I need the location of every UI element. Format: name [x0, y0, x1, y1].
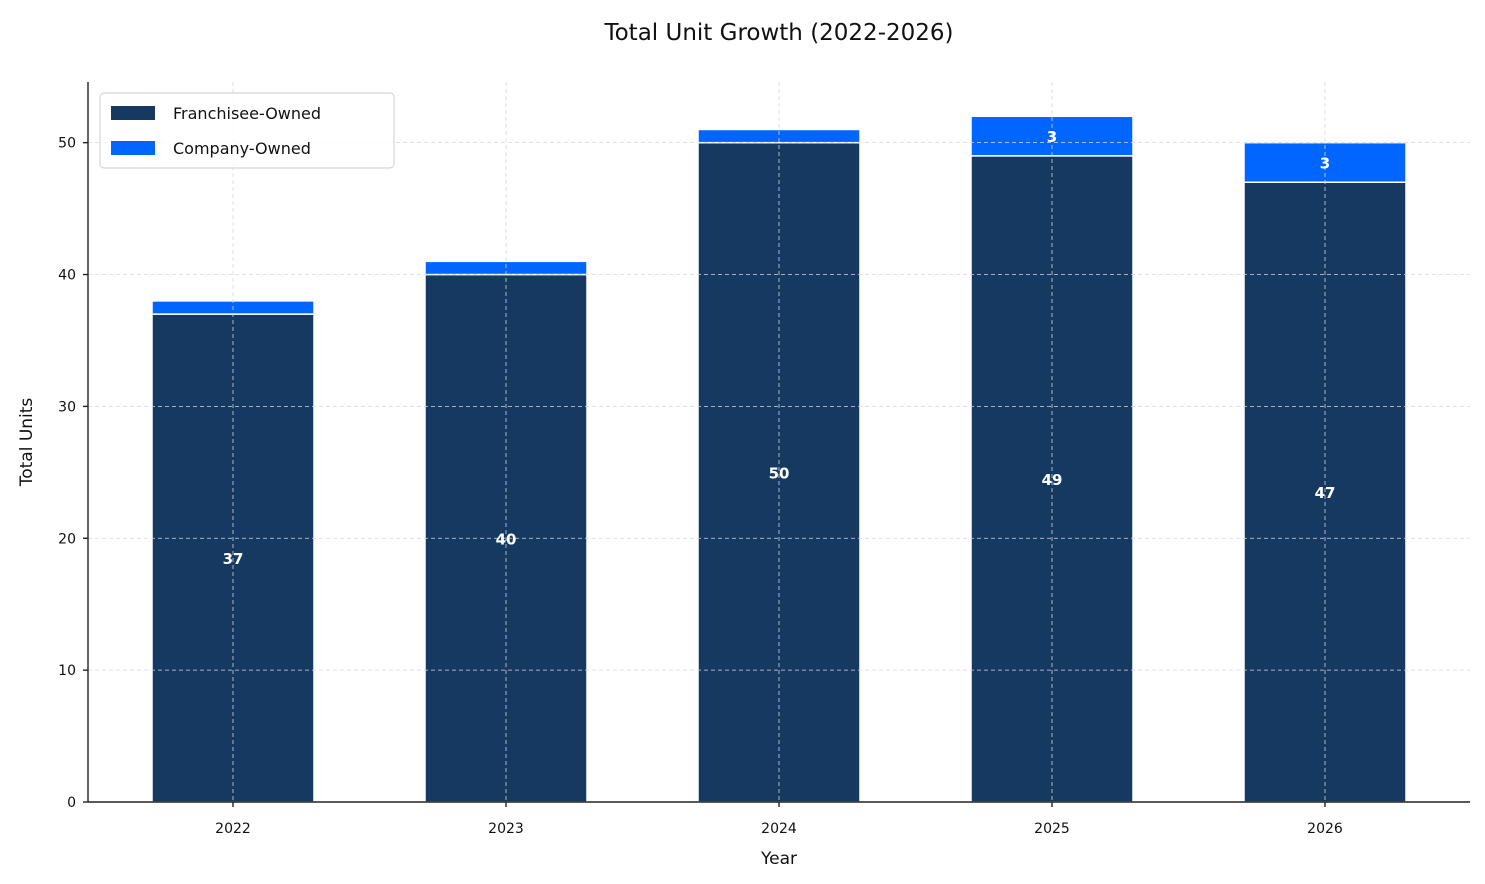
y-tick-label-40: 40 — [58, 268, 76, 284]
x-tick-label-2025: 2025 — [1034, 821, 1070, 837]
data-label-franchisee-owned-2024: 50 — [769, 464, 790, 482]
legend-swatch-franchisee-owned — [111, 106, 155, 120]
legend-label-company-owned: Company-Owned — [173, 139, 311, 158]
y-tick-label-10: 10 — [58, 663, 76, 679]
y-tick-label-50: 50 — [58, 136, 76, 152]
legend-swatch-company-owned — [111, 141, 155, 155]
y-tick-label-0: 0 — [67, 795, 76, 811]
bar-company-owned-2024 — [697, 128, 861, 144]
legend-box — [99, 92, 395, 169]
data-label-company-owned-2025: 3 — [1047, 128, 1057, 146]
data-labels-layer: 37 40 50 49 47 3 3 — [223, 128, 1336, 568]
x-tick-label-2022: 2022 — [215, 821, 251, 837]
x-axis-label: Year — [760, 849, 797, 869]
data-label-franchisee-owned-2025: 49 — [1042, 471, 1063, 489]
legend: Franchisee-Owned Company-Owned — [99, 92, 395, 169]
x-tick-label-2026: 2026 — [1307, 821, 1343, 837]
x-tick-label-2023: 2023 — [488, 821, 524, 837]
x-tick-label-2024: 2024 — [761, 821, 797, 837]
y-tick-label-20: 20 — [58, 531, 76, 547]
data-label-franchisee-owned-2023: 40 — [496, 530, 517, 548]
axes-layer: 0 10 20 30 40 50 2022 2023 2024 2025 2026 — [58, 82, 1470, 837]
data-label-franchisee-owned-2026: 47 — [1315, 484, 1336, 502]
chart-title: Total Unit Growth (2022-2026) — [603, 20, 953, 46]
y-axis-label: Total Units — [17, 398, 37, 488]
y-tick-label-30: 30 — [58, 399, 76, 415]
legend-label-franchisee-owned: Franchisee-Owned — [173, 104, 321, 123]
data-label-company-owned-2026: 3 — [1320, 154, 1330, 172]
data-label-franchisee-owned-2022: 37 — [223, 550, 244, 568]
